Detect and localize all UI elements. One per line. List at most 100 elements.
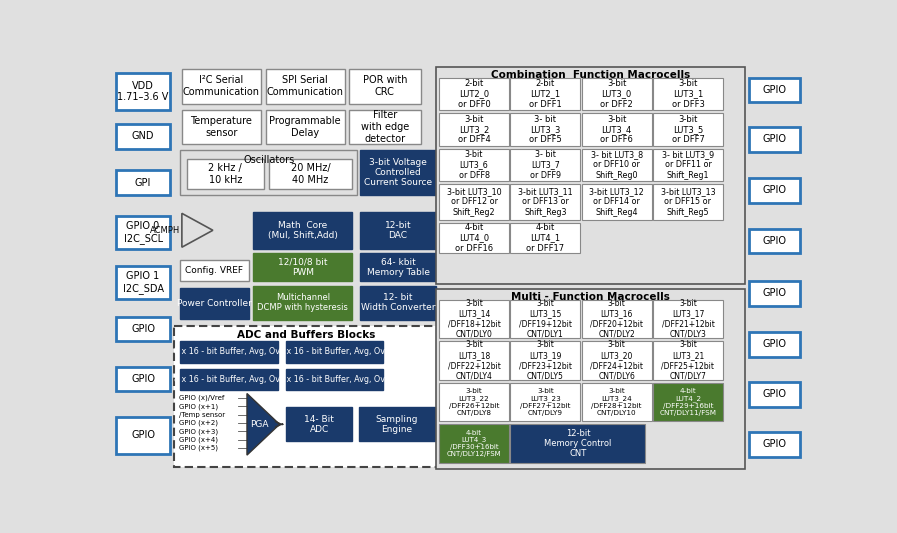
Text: SPI Serial
Communication: SPI Serial Communication (266, 76, 344, 97)
Bar (269, 159, 353, 189)
Bar (653, 149, 723, 181)
Bar (436, 289, 745, 469)
Text: POR with
CRC: POR with CRC (362, 76, 407, 97)
Text: GPIO: GPIO (131, 430, 155, 440)
Text: 3- bit LUT3_8
or DFF10 or
Shift_Reg0: 3- bit LUT3_8 or DFF10 or Shift_Reg0 (590, 150, 643, 180)
Bar (582, 184, 651, 220)
Bar (749, 382, 800, 407)
Text: ADC and Buffers Blocks: ADC and Buffers Blocks (237, 330, 375, 340)
Text: GPI: GPI (135, 177, 152, 188)
Text: GPIO: GPIO (131, 324, 155, 334)
Text: 3-bit
LUT3_18
/DFF22+12bit
CNT/DLY4: 3-bit LUT3_18 /DFF22+12bit CNT/DLY4 (448, 340, 501, 381)
Text: VDD
1.71–3.6 V: VDD 1.71–3.6 V (118, 81, 169, 102)
Text: 3-bit
LUT3_17
/DFF21+12bit
CNT/DLY3: 3-bit LUT3_17 /DFF21+12bit CNT/DLY3 (661, 298, 714, 339)
Bar (182, 110, 261, 144)
Text: Oscillators: Oscillators (243, 155, 294, 165)
Text: GPIO: GPIO (762, 85, 787, 95)
Bar (749, 229, 800, 253)
Bar (440, 78, 509, 110)
Text: 4-bit
LUT4_2
/DFF29+16bit
CNT/DLY11/FSM: 4-bit LUT4_2 /DFF29+16bit CNT/DLY11/FSM (659, 388, 717, 416)
Bar (349, 69, 421, 104)
Text: GPIO (x+5): GPIO (x+5) (179, 445, 218, 451)
Bar (253, 212, 353, 249)
Text: /Temp sensor: /Temp sensor (179, 412, 225, 418)
Text: 3-bit LUT3_10
or DFF12 or
Shift_Reg2: 3-bit LUT3_10 or DFF12 or Shift_Reg2 (447, 187, 501, 217)
Text: Multi - Function Macrocells: Multi - Function Macrocells (511, 292, 670, 302)
Text: 3-bit LUT3_11
or DFF13 or
Shift_Reg3: 3-bit LUT3_11 or DFF13 or Shift_Reg3 (518, 187, 572, 217)
Bar (653, 78, 723, 110)
Text: 8 x 16 - bit Buffer, Avg, Ovs: 8 x 16 - bit Buffer, Avg, Ovs (280, 348, 389, 357)
Bar (653, 113, 723, 146)
Bar (510, 300, 580, 338)
Text: 8 x 16 - bit Buffer, Avg, Ovs: 8 x 16 - bit Buffer, Avg, Ovs (174, 348, 284, 357)
Text: 12- bit
Width Converter: 12- bit Width Converter (361, 293, 435, 312)
Text: 3-bit LUT3_13
or DFF15 or
Shift_Reg5: 3-bit LUT3_13 or DFF15 or Shift_Reg5 (660, 187, 715, 217)
Bar (510, 424, 645, 463)
Bar (116, 317, 170, 341)
Text: 3-bit
LUT3_20
/DFF24+12bit
CNT/DLY6: 3-bit LUT3_20 /DFF24+12bit CNT/DLY6 (590, 340, 643, 381)
Text: GPIO (x+4): GPIO (x+4) (179, 437, 218, 443)
Bar (116, 124, 170, 149)
Bar (436, 67, 745, 284)
Bar (582, 341, 651, 379)
Bar (180, 288, 248, 319)
Bar (180, 341, 278, 363)
Bar (510, 113, 580, 146)
Text: 2-bit
LUT2_1
or DFF1: 2-bit LUT2_1 or DFF1 (529, 79, 562, 109)
Text: 8 x 16 - bit Buffer, Avg, Ovs: 8 x 16 - bit Buffer, Avg, Ovs (280, 375, 389, 384)
Bar (440, 424, 509, 463)
Bar (582, 383, 651, 421)
Polygon shape (247, 393, 280, 455)
Text: 4-bit
LUT4_0
or DFF16: 4-bit LUT4_0 or DFF16 (455, 223, 493, 253)
Text: 64- kbit
Memory Table: 64- kbit Memory Table (367, 257, 430, 277)
Text: 4-bit
LUT4_1
or DFF17: 4-bit LUT4_1 or DFF17 (527, 223, 564, 253)
Bar (359, 407, 434, 441)
Text: Filter
with edge
detector: Filter with edge detector (361, 110, 409, 144)
Text: 3-bit Voltage
Controlled
Current Source: 3-bit Voltage Controlled Current Source (364, 158, 432, 188)
Text: 3-bit
LUT3_6
or DFF8: 3-bit LUT3_6 or DFF8 (458, 150, 490, 180)
Text: Power Controller: Power Controller (177, 299, 252, 308)
Text: 12/10/8 bit
PWM: 12/10/8 bit PWM (278, 257, 327, 277)
Text: Combination  Function Macrocells: Combination Function Macrocells (491, 70, 690, 80)
Bar (286, 341, 383, 363)
Text: I²C Serial
Communication: I²C Serial Communication (183, 76, 260, 97)
Bar (440, 300, 509, 338)
Bar (510, 341, 580, 379)
Text: 2 kHz /
10 kHz: 2 kHz / 10 kHz (208, 163, 242, 185)
Bar (510, 223, 580, 253)
Bar (116, 170, 170, 195)
Bar (510, 78, 580, 110)
Bar (174, 326, 438, 467)
Bar (440, 149, 509, 181)
Bar (180, 150, 357, 195)
Bar (253, 286, 353, 320)
Text: 3- bit
LUT3_7
or DFF9: 3- bit LUT3_7 or DFF9 (530, 150, 561, 180)
Bar (360, 150, 436, 195)
Bar (582, 300, 651, 338)
Text: 3-bit
LUT3_0
or DFF2: 3-bit LUT3_0 or DFF2 (600, 79, 633, 109)
Polygon shape (182, 213, 213, 247)
Text: GPIO: GPIO (762, 339, 787, 349)
Text: 3-bit
LUT3_24
/DFF28+12bit
CNT/DLY10: 3-bit LUT3_24 /DFF28+12bit CNT/DLY10 (591, 388, 642, 416)
Bar (360, 286, 436, 320)
Text: 3-bit
LUT3_5
or DFF7: 3-bit LUT3_5 or DFF7 (672, 115, 704, 144)
Bar (116, 367, 170, 391)
Bar (116, 216, 170, 249)
Text: 3-bit
LUT3_16
/DFF20+12bit
CNT/DLY2: 3-bit LUT3_16 /DFF20+12bit CNT/DLY2 (590, 298, 643, 339)
Text: GPIO: GPIO (762, 439, 787, 449)
Text: GPIO 0
I2C_SCL: GPIO 0 I2C_SCL (124, 221, 162, 244)
Bar (653, 341, 723, 379)
Bar (180, 369, 278, 391)
Bar (653, 383, 723, 421)
Bar (582, 149, 651, 181)
Text: 3-bit
LUT3_2
or DFF4: 3-bit LUT3_2 or DFF4 (457, 115, 491, 144)
Text: GPIO: GPIO (762, 288, 787, 298)
Text: 3-bit
LUT3_19
/DFF23+12bit
CNT/DLY5: 3-bit LUT3_19 /DFF23+12bit CNT/DLY5 (518, 340, 572, 381)
Bar (749, 127, 800, 152)
Text: Programmable
Delay: Programmable Delay (269, 116, 341, 138)
Text: GPIO (x)/Vref: GPIO (x)/Vref (179, 395, 224, 401)
Text: 4-bit
LUT4_3
/DFF30+16bit
CNT/DLY12/FSM: 4-bit LUT4_3 /DFF30+16bit CNT/DLY12/FSM (447, 430, 501, 457)
Bar (182, 69, 261, 104)
Bar (286, 407, 353, 441)
Bar (360, 253, 436, 281)
